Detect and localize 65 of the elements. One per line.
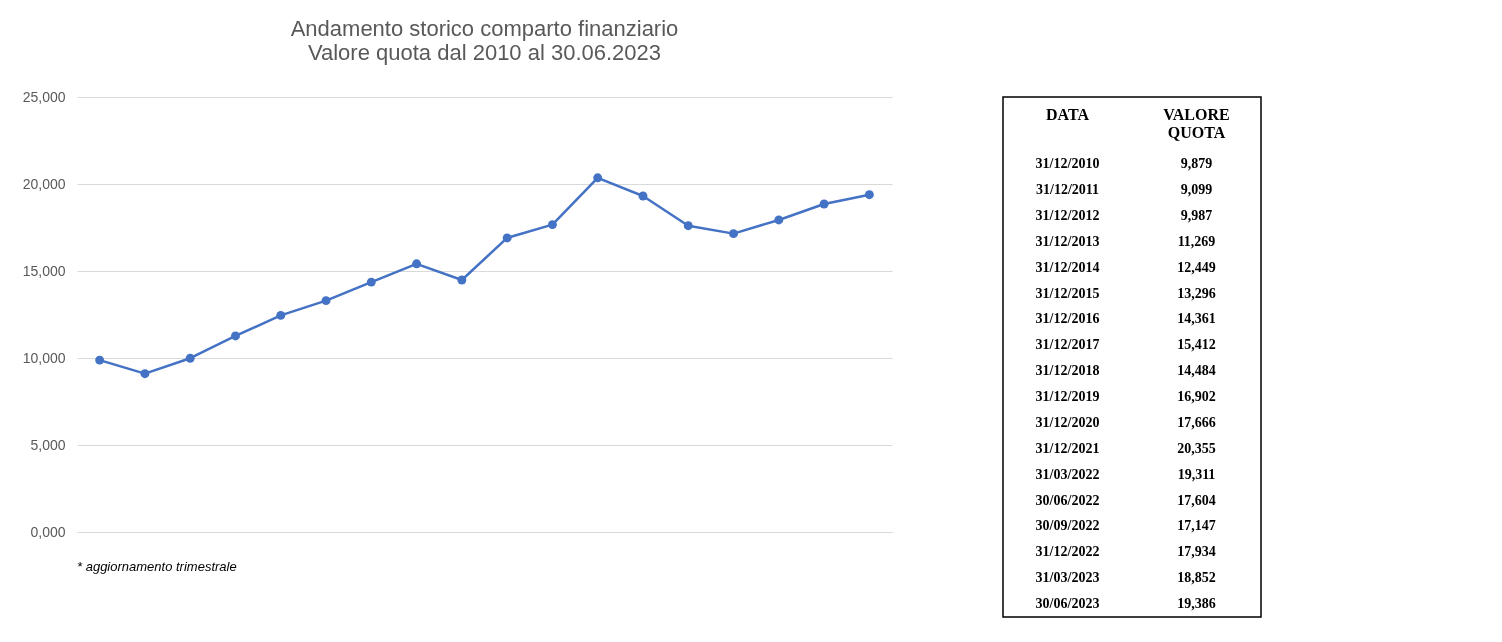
text: 31/03/2023 <box>1035 570 1100 586</box>
text: 31/12/2010 <box>1035 156 1100 172</box>
text: 31/12/2012 <box>1035 208 1100 223</box>
text: 31/12/2015 <box>1035 285 1100 301</box>
text: 11,269 <box>1177 233 1216 249</box>
text: 9,099 <box>1180 182 1213 198</box>
y-tick-label: 0,000 <box>30 523 66 540</box>
point <box>638 191 648 201</box>
point <box>502 233 512 243</box>
point <box>593 173 603 183</box>
text: Andamento storico comparto finanziario <box>290 16 679 41</box>
text: 31/12/2016 <box>1035 311 1100 327</box>
text: 9,879 <box>1180 156 1213 172</box>
point <box>547 220 557 230</box>
text: 14,484 <box>1177 363 1216 379</box>
point <box>366 277 376 287</box>
point <box>95 355 105 365</box>
point <box>864 190 874 200</box>
text: 9,987 <box>1180 208 1213 223</box>
text: 31/12/2021 <box>1035 440 1100 456</box>
point <box>321 296 331 306</box>
y-tick-label: 10,000 <box>22 349 66 366</box>
point <box>683 221 693 231</box>
text: 17,604 <box>1177 492 1216 508</box>
text: 14,361 <box>1177 311 1216 327</box>
point <box>457 275 467 285</box>
text: 30/06/2023 <box>1035 596 1100 612</box>
text: 20,355 <box>1177 440 1216 456</box>
text: DATA <box>1046 105 1090 123</box>
y-tick-label: 5,000 <box>30 436 66 453</box>
text: 31/12/2022 <box>1035 544 1100 560</box>
text: 31/12/2014 <box>1035 259 1100 275</box>
text: 30/06/2022 <box>1035 492 1100 508</box>
text: 17,666 <box>1177 414 1216 430</box>
text: 30/09/2022 <box>1035 518 1100 534</box>
point <box>412 259 422 269</box>
point <box>276 310 286 320</box>
text: 31/12/2011 <box>1035 182 1100 198</box>
text: 17,934 <box>1177 544 1216 560</box>
text: 16,902 <box>1177 389 1216 405</box>
text: 31/12/2018 <box>1035 363 1100 379</box>
point <box>774 215 784 225</box>
point <box>140 369 150 379</box>
point <box>231 331 240 341</box>
y-tick-label: 20,000 <box>22 175 66 192</box>
text: VALORE QUOTA <box>1163 105 1230 141</box>
point <box>185 353 195 363</box>
text: Valore quota dal 2010 al 30.06.2023 <box>307 40 662 65</box>
text: * aggiornamento trimestrale <box>77 559 237 574</box>
text: 31/03/2022 <box>1035 466 1100 482</box>
point <box>819 199 829 209</box>
text: 17,147 <box>1177 518 1216 534</box>
text: 31/12/2020 <box>1035 414 1100 430</box>
text: 12,449 <box>1177 259 1216 275</box>
y-tick-label: 15,000 <box>22 262 66 279</box>
text: 31/12/2019 <box>1035 389 1100 405</box>
text: 18,852 <box>1177 570 1216 586</box>
text: 15,412 <box>1177 337 1216 353</box>
point <box>729 229 738 239</box>
text: 31/12/2013 <box>1035 233 1100 249</box>
text: 31/12/2017 <box>1035 337 1100 353</box>
text: 13,296 <box>1177 285 1216 301</box>
y-tick-label: 25,000 <box>22 88 66 105</box>
text: 19,386 <box>1177 596 1216 612</box>
text: 19,311 <box>1177 466 1216 482</box>
